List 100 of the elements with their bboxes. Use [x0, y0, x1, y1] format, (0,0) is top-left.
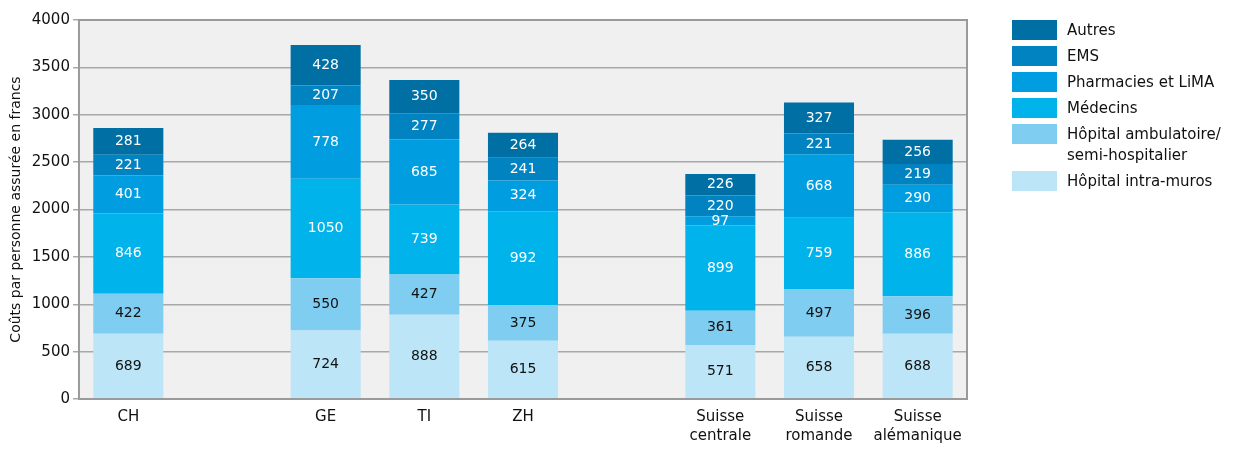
data-label: 899 — [706, 258, 734, 275]
x-tick-label: Suisse centrale — [689, 406, 752, 445]
x-tick-label: TI — [416, 406, 432, 425]
bar — [882, 296, 953, 334]
data-label: 427 — [410, 285, 438, 302]
data-label: 888 — [410, 347, 438, 364]
y-tick-label: 2500 — [31, 152, 70, 171]
y-axis-title: Coûts par personne assurée en francs — [7, 76, 24, 343]
bar — [93, 293, 164, 334]
data-label: 689 — [114, 356, 142, 373]
x-tick-label: Suisse romande — [785, 406, 853, 445]
data-label: 221 — [114, 155, 142, 172]
data-label: 846 — [114, 244, 142, 261]
bar — [882, 139, 953, 165]
data-label: 759 — [805, 244, 833, 261]
legend-label: Médecins — [1067, 98, 1138, 119]
bar — [882, 333, 953, 399]
y-tick-label: 1000 — [31, 294, 70, 313]
data-label: 277 — [410, 117, 438, 133]
data-label: 361 — [706, 318, 734, 335]
bar — [93, 154, 164, 176]
data-label: 1050 — [307, 219, 344, 236]
data-label: 550 — [312, 294, 340, 311]
data-label: 422 — [114, 304, 142, 321]
y-tick-label: 2000 — [31, 199, 70, 218]
data-label: 375 — [509, 313, 537, 330]
bar — [783, 102, 855, 134]
data-label: 778 — [312, 132, 340, 149]
bar — [783, 289, 855, 337]
bar — [487, 132, 559, 158]
bar — [290, 178, 361, 279]
legend-label: Hôpital intra-muros — [1067, 171, 1213, 192]
legend-label: EMS — [1067, 46, 1099, 67]
bar — [93, 333, 164, 399]
x-tick-label: GE — [315, 406, 337, 425]
bar — [389, 139, 460, 205]
x-tick-label: Suisse alémanique — [873, 406, 962, 445]
bar — [882, 212, 953, 297]
data-label: 97 — [711, 211, 730, 228]
y-tick-label: 3000 — [31, 104, 70, 123]
bar — [487, 157, 559, 181]
bar — [783, 133, 855, 155]
bar — [290, 85, 361, 106]
bar — [389, 204, 460, 275]
x-tick-label: CH — [117, 406, 140, 425]
legend-label: Pharmacies et LiMA — [1067, 72, 1215, 93]
bar — [487, 340, 559, 399]
data-label: 724 — [312, 354, 340, 371]
bar — [93, 128, 164, 155]
data-label: 221 — [805, 134, 833, 151]
bar — [685, 225, 756, 311]
bar — [290, 330, 361, 399]
bar — [487, 180, 559, 212]
data-label: 241 — [509, 159, 537, 176]
bar — [783, 217, 855, 290]
bar — [290, 105, 361, 179]
bar — [290, 44, 361, 86]
data-label: 685 — [410, 162, 438, 179]
data-label: 350 — [410, 87, 438, 104]
data-label: 219 — [904, 165, 932, 182]
data-label: 571 — [706, 362, 734, 379]
bar — [389, 274, 460, 315]
bar — [882, 164, 953, 185]
data-label: 290 — [904, 189, 932, 206]
bar — [93, 213, 164, 294]
data-label: 688 — [904, 356, 932, 373]
data-label: 497 — [805, 303, 833, 320]
data-label: 658 — [805, 358, 833, 375]
data-label: 739 — [410, 230, 438, 247]
data-label: 327 — [805, 108, 833, 125]
y-tick-label: 1500 — [31, 246, 70, 265]
data-label: 256 — [904, 142, 932, 159]
y-tick-label: 4000 — [31, 9, 70, 28]
y-tick-label: 500 — [41, 341, 70, 360]
bar — [783, 154, 855, 218]
data-label: 396 — [904, 305, 932, 322]
data-label: 220 — [706, 196, 734, 213]
data-label: 401 — [114, 185, 142, 202]
data-label: 226 — [706, 175, 734, 192]
bar — [882, 184, 953, 213]
bar — [389, 314, 460, 399]
data-label: 324 — [509, 186, 537, 203]
data-label: 281 — [114, 131, 142, 148]
data-label: 428 — [312, 55, 340, 72]
bar — [290, 278, 361, 331]
legend-label: Hôpital ambulatoire/semi-hospitalier — [1067, 124, 1222, 166]
bar — [487, 211, 559, 306]
data-label: 615 — [509, 360, 537, 377]
data-label: 886 — [904, 244, 932, 261]
bar — [93, 175, 164, 214]
bar — [389, 113, 460, 140]
bar — [487, 305, 559, 341]
data-label: 668 — [805, 176, 833, 193]
y-tick-label: 3500 — [31, 57, 70, 76]
data-label: 992 — [509, 248, 537, 265]
bar — [783, 336, 855, 399]
data-label: 207 — [312, 85, 340, 102]
legend-label: Autres — [1067, 20, 1116, 41]
bar — [389, 80, 460, 114]
bar — [685, 310, 756, 345]
